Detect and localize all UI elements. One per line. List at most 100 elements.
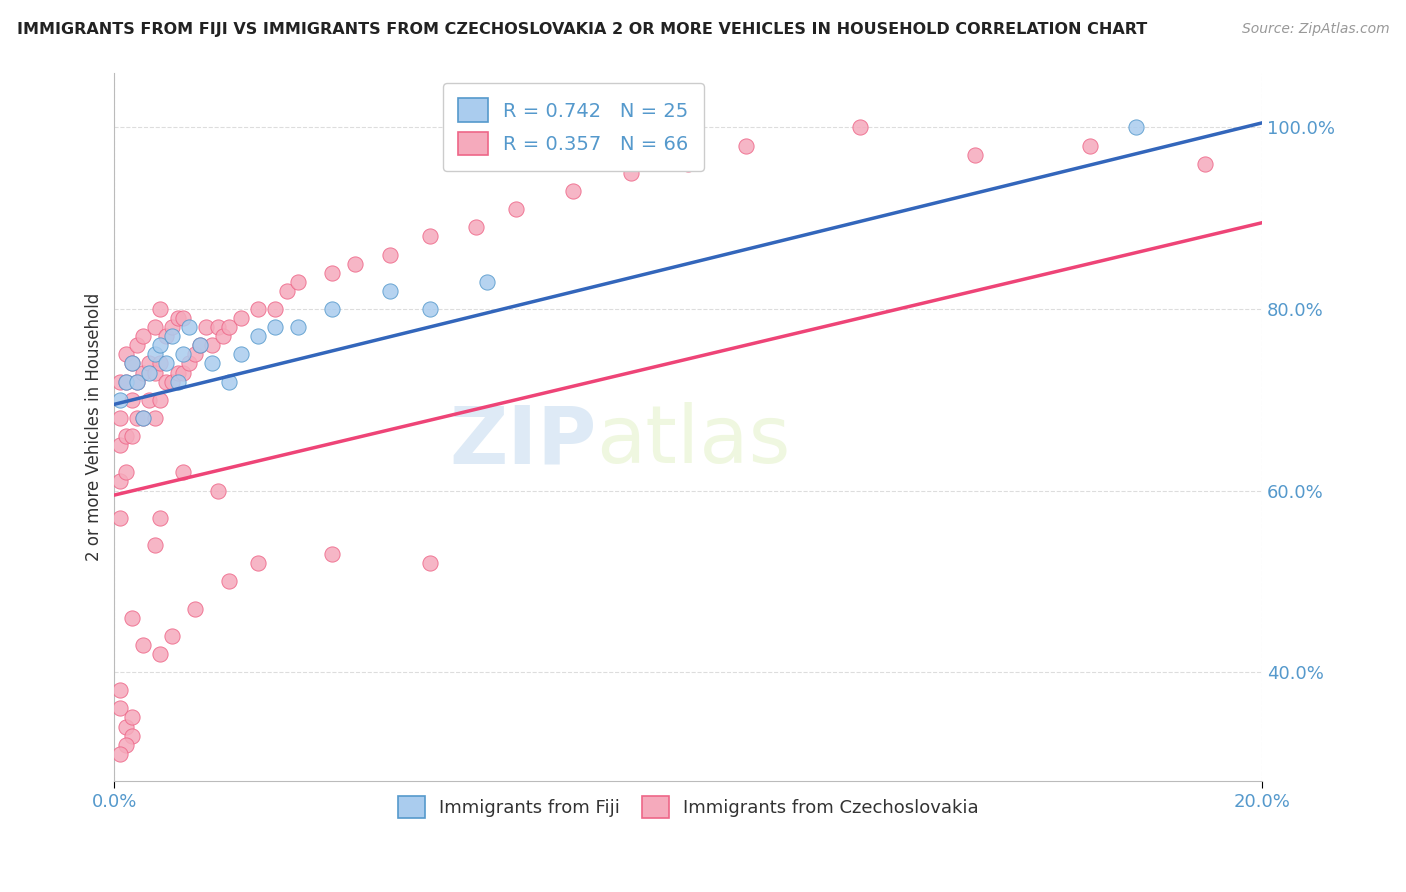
Point [143, 320, 166, 334]
Point [229, 311, 252, 326]
Point [132, 366, 155, 380]
Text: ZIP: ZIP [449, 402, 596, 480]
Legend: Immigrants from Fiji, Immigrants from Czechoslovakia: Immigrants from Fiji, Immigrants from Cz… [391, 789, 986, 825]
Point [132, 411, 155, 425]
Point [321, 266, 343, 280]
Point [115, 429, 138, 443]
Point [115, 719, 138, 733]
Point [115, 375, 138, 389]
Point [108, 701, 131, 715]
Point [264, 301, 287, 316]
Point [143, 347, 166, 361]
Point [562, 184, 585, 198]
Point [115, 466, 138, 480]
Point [160, 329, 183, 343]
Point [108, 438, 131, 452]
Point [321, 547, 343, 561]
Point [121, 729, 143, 743]
Point [138, 392, 160, 407]
Point [276, 284, 298, 298]
Point [172, 466, 194, 480]
Point [127, 411, 149, 425]
Point [676, 157, 699, 171]
Point [190, 338, 212, 352]
Point [218, 574, 240, 589]
Point [378, 284, 401, 298]
Point [246, 301, 269, 316]
Point [172, 311, 194, 326]
Point [201, 338, 224, 352]
Point [115, 738, 138, 752]
Point [207, 483, 229, 498]
Text: IMMIGRANTS FROM FIJI VS IMMIGRANTS FROM CZECHOSLOVAKIA 2 OR MORE VEHICLES IN HOU: IMMIGRANTS FROM FIJI VS IMMIGRANTS FROM … [17, 22, 1147, 37]
Point [108, 475, 131, 489]
Point [149, 338, 172, 352]
Point [132, 329, 155, 343]
Point [734, 138, 756, 153]
Point [160, 629, 183, 643]
Point [264, 320, 287, 334]
Point [143, 411, 166, 425]
Point [138, 356, 160, 370]
Point [287, 320, 309, 334]
Point [177, 320, 200, 334]
Point [172, 366, 194, 380]
Point [108, 411, 131, 425]
Point [218, 320, 240, 334]
Point [132, 411, 155, 425]
Point [1078, 138, 1101, 153]
Point [218, 375, 240, 389]
Point [190, 338, 212, 352]
Point [115, 347, 138, 361]
Point [108, 510, 131, 524]
Point [108, 392, 131, 407]
Point [115, 375, 138, 389]
Point [160, 320, 183, 334]
Point [121, 356, 143, 370]
Point [149, 647, 172, 661]
Point [121, 610, 143, 624]
Point [121, 710, 143, 724]
Point [172, 347, 194, 361]
Point [207, 320, 229, 334]
Point [201, 356, 224, 370]
Point [138, 366, 160, 380]
Point [378, 247, 401, 261]
Point [127, 375, 149, 389]
Point [1125, 120, 1147, 135]
Point [229, 347, 252, 361]
Point [184, 601, 207, 615]
Point [143, 538, 166, 552]
Point [108, 683, 131, 698]
Point [166, 375, 188, 389]
Point [419, 301, 441, 316]
Point [246, 556, 269, 570]
Point [160, 375, 183, 389]
Point [127, 338, 149, 352]
Point [155, 356, 177, 370]
Point [464, 220, 486, 235]
Point [166, 366, 188, 380]
Point [195, 320, 218, 334]
Point [963, 147, 986, 161]
Point [477, 275, 499, 289]
Point [287, 275, 309, 289]
Point [419, 556, 441, 570]
Point [1194, 157, 1216, 171]
Point [155, 375, 177, 389]
Point [177, 356, 200, 370]
Point [849, 120, 872, 135]
Point [149, 301, 172, 316]
Point [505, 202, 527, 216]
Point [149, 392, 172, 407]
Point [143, 366, 166, 380]
Point [127, 375, 149, 389]
Text: atlas: atlas [596, 402, 790, 480]
Point [166, 311, 188, 326]
Text: Source: ZipAtlas.com: Source: ZipAtlas.com [1241, 22, 1389, 37]
Point [149, 356, 172, 370]
Point [121, 392, 143, 407]
Point [108, 747, 131, 761]
Point [419, 229, 441, 244]
Point [184, 347, 207, 361]
